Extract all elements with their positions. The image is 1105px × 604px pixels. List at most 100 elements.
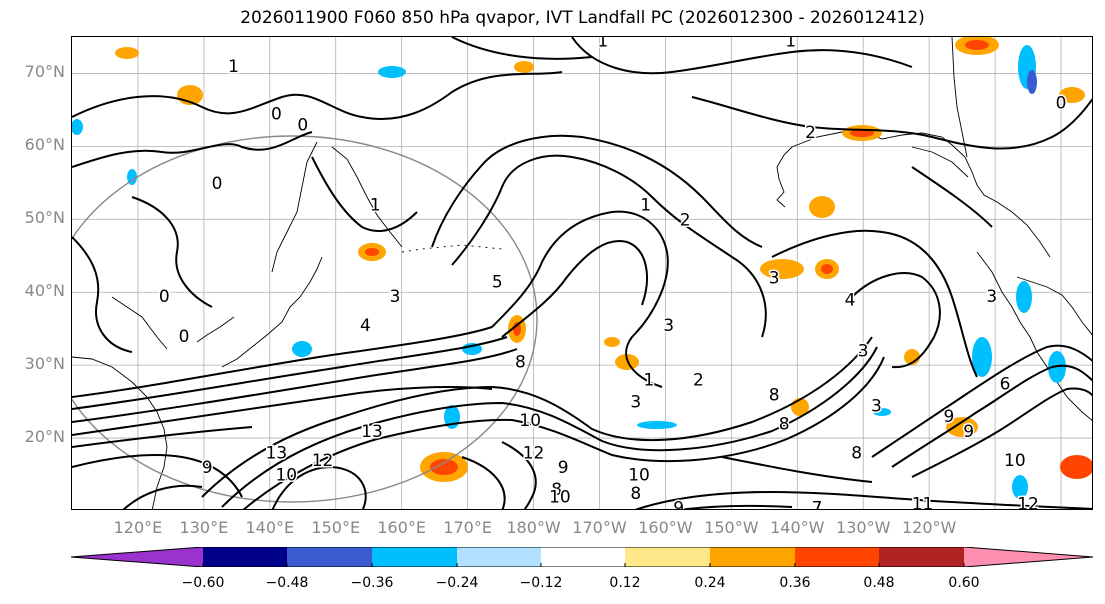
contour-label: 10 xyxy=(519,411,541,431)
contour-label: 1 xyxy=(370,196,381,216)
longitude-label: 120°W xyxy=(901,518,957,537)
longitude-label: 170°E xyxy=(443,518,492,537)
latitude-label: 30°N xyxy=(24,354,65,374)
colorbar-tick-label: −0.60 xyxy=(181,575,225,591)
qvapor-blob xyxy=(1016,281,1032,313)
qvapor-blob xyxy=(1012,475,1028,499)
contour-label: 1 xyxy=(644,371,655,391)
colorbar-segment xyxy=(625,547,710,567)
contour-label: 1 xyxy=(640,196,651,216)
contour-label: 10 xyxy=(275,466,297,486)
contour-label: 13 xyxy=(361,422,383,442)
colorbar-segment xyxy=(541,547,625,567)
colorbar-tick-label: −0.12 xyxy=(519,575,563,591)
qvapor-blob xyxy=(430,459,458,475)
contour-label: 1 xyxy=(785,37,796,52)
contour-label: 3 xyxy=(986,287,997,307)
latitude-label: 40°N xyxy=(24,281,65,301)
qvapor-blob xyxy=(760,259,804,279)
longitude-label: 160°W xyxy=(638,518,693,537)
contour-label: 1 xyxy=(228,57,239,77)
contour-label: 8 xyxy=(630,484,641,504)
contour-label: 0 xyxy=(271,105,282,125)
contour-label: 12 xyxy=(523,444,545,464)
qvapor-blob xyxy=(365,248,379,256)
colorbar-segment xyxy=(457,547,541,567)
colorbar-outline xyxy=(71,547,1094,567)
contour-label: 8 xyxy=(551,480,562,500)
contour-label: 4 xyxy=(360,316,371,336)
colorbar xyxy=(71,547,1094,567)
colorbar-tick-label: −0.24 xyxy=(435,575,479,591)
contour-label: 3 xyxy=(871,396,882,416)
longitude-label: 150°E xyxy=(311,518,361,537)
qvapor-blob xyxy=(946,417,978,437)
contour-label: 1 xyxy=(597,37,608,52)
qvapor-blob xyxy=(965,40,989,50)
contour-label: 10 xyxy=(549,487,571,507)
latitude-label: 60°N xyxy=(24,135,65,155)
colorbar-tick-label: 0.36 xyxy=(779,575,811,591)
colorbar-segment xyxy=(287,547,372,567)
colorbar-tick-label: 0.24 xyxy=(694,575,726,591)
contour-label: 9 xyxy=(963,422,974,442)
colorbar-segment xyxy=(203,547,287,567)
longitude-label: 130°E xyxy=(179,518,229,537)
qvapor-blob xyxy=(292,341,312,357)
contour-label: 9 xyxy=(944,407,955,427)
longitude-label: 120°E xyxy=(113,518,163,537)
contour-label: 9 xyxy=(673,498,684,510)
colorbar-segment xyxy=(795,547,879,567)
longitude-label: 150°W xyxy=(704,518,759,537)
longitude-label: 140°W xyxy=(770,518,825,537)
colorbar-tick-label: −0.48 xyxy=(265,575,309,591)
contour-label: 3 xyxy=(769,269,780,289)
colorbar-tick-label: 0.60 xyxy=(948,575,980,591)
qvapor-blob xyxy=(821,264,833,274)
qvapor-shading xyxy=(72,37,1092,499)
contour-label: 4 xyxy=(845,291,856,311)
qvapor-blob xyxy=(1060,455,1092,479)
colorbar-segment xyxy=(710,547,795,567)
contour-label: 12 xyxy=(312,451,334,471)
ivt-contours xyxy=(72,37,1092,509)
coastlines xyxy=(72,37,1092,509)
colorbar-segment xyxy=(372,547,457,567)
qvapor-blob xyxy=(637,421,677,429)
contour-label: 3 xyxy=(630,393,641,413)
contour-label: 10 xyxy=(1004,451,1026,471)
qvapor-blob xyxy=(72,119,83,135)
latitude-label: 50°N xyxy=(24,208,65,228)
qvapor-blob xyxy=(604,337,620,347)
latitude-label: 20°N xyxy=(24,427,65,447)
qvapor-blob xyxy=(378,66,406,78)
qvapor-blob xyxy=(514,61,534,73)
reference-circle xyxy=(72,135,538,503)
colorbar-tick-label: 0.48 xyxy=(863,575,895,591)
graticule-grid xyxy=(72,37,1092,509)
latitude-label: 70°N xyxy=(24,62,65,82)
longitude-label: 160°E xyxy=(377,518,426,537)
contour-label: 8 xyxy=(769,385,780,405)
contour-label: 2 xyxy=(680,210,691,230)
contour-label: 8 xyxy=(515,353,526,373)
longitude-label: 180°W xyxy=(506,518,561,537)
qvapor-blob xyxy=(115,47,139,59)
contour-label: 2 xyxy=(693,371,704,391)
map-panel: 1 1 0 0 1 0 3 4 5 8 10 12 13 12 13 9 10 9 8 10 8 10 9 7 11 12 1 3 3 1… xyxy=(71,36,1093,510)
longitude-label: 140°E xyxy=(245,518,295,537)
map-title: 2026011900 F060 850 hPa qvapor, IVT Land… xyxy=(240,8,925,28)
contour-label: 3 xyxy=(390,287,401,307)
qvapor-blob xyxy=(1027,70,1037,94)
contour-label: 8 xyxy=(851,444,862,464)
contour-label: 0 xyxy=(212,174,223,194)
longitude-label: 170°W xyxy=(572,518,627,537)
longitude-label: 130°W xyxy=(836,518,891,537)
colorbar-segment xyxy=(964,547,1093,567)
contour-label: 0 xyxy=(159,287,170,307)
colorbar-segment xyxy=(71,547,203,567)
contour-label: 12 xyxy=(1017,495,1039,510)
qvapor-blob xyxy=(1059,87,1085,103)
